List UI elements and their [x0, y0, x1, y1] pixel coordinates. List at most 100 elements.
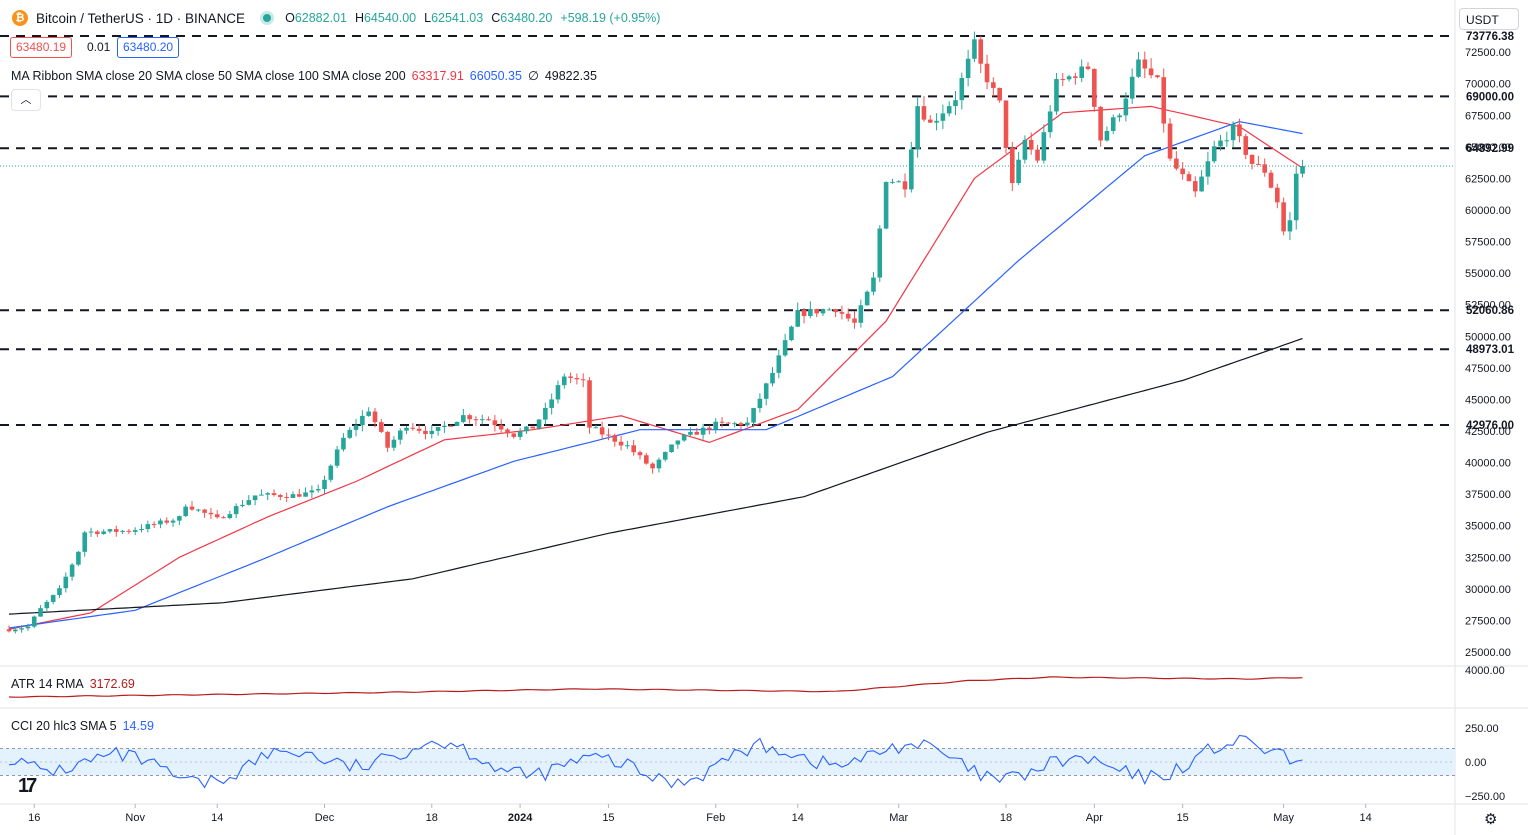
y-tick-label: 57500.00 — [1465, 237, 1511, 249]
candle-up — [946, 106, 952, 114]
candle-up — [656, 459, 662, 469]
candle-down — [467, 415, 472, 420]
candle-up — [940, 113, 946, 121]
y-tick-label: 67500.00 — [1465, 110, 1511, 122]
ohlc-open: O62882.01 — [285, 11, 347, 25]
candle-up — [555, 385, 561, 400]
candle-down — [284, 496, 289, 498]
candle-up — [1104, 130, 1110, 141]
buy-price-box[interactable]: 63480.20 — [117, 37, 180, 58]
symbol-title[interactable]: Bitcoin / TetherUS · 1D · BINANCE — [36, 10, 246, 26]
candle-up — [107, 529, 113, 532]
candle-up — [38, 608, 43, 617]
candle-down — [833, 309, 838, 313]
candle-down — [839, 312, 845, 314]
atr-value: 3172.69 — [89, 677, 135, 691]
x-tick-label: 2024 — [508, 812, 533, 824]
candle-down — [1142, 59, 1148, 69]
candle-up — [158, 520, 163, 525]
candle-up — [145, 524, 151, 530]
candle-up — [883, 181, 889, 229]
candle-up — [1211, 146, 1217, 162]
cci-legend[interactable]: CCI 20 hlc3 SMA 5 14.59 — [11, 719, 154, 733]
y-tick-label: 50000.00 — [1465, 331, 1511, 343]
candle-down — [694, 431, 700, 435]
candle-down — [568, 376, 573, 378]
candle-down — [984, 63, 990, 83]
candle-up — [265, 493, 271, 495]
candle-up — [934, 120, 939, 123]
candle-down — [719, 421, 725, 423]
candle-down — [845, 313, 851, 319]
x-tick-label: May — [1273, 812, 1294, 824]
candle-up — [1129, 76, 1135, 99]
level-label-bg — [1459, 341, 1519, 358]
candle-down — [1262, 164, 1267, 173]
candle-up — [315, 489, 321, 491]
candle-down — [997, 87, 1002, 101]
currency-selector[interactable]: USDT — [1459, 8, 1519, 30]
candle-up — [442, 425, 447, 428]
candle-up — [1287, 220, 1293, 232]
candle-up — [776, 355, 782, 373]
candle-down — [214, 514, 220, 518]
sell-price-box[interactable]: 63480.19 — [10, 37, 73, 58]
ma100-value: ∅ — [527, 69, 539, 83]
level-label: 64892.99 — [1466, 143, 1514, 155]
candle-up — [303, 492, 308, 497]
x-tick-label: 14 — [211, 812, 223, 824]
sma20-line — [8, 105, 1303, 630]
level-label-bg — [1459, 140, 1519, 157]
collapse-legend-button[interactable]: ︿ — [11, 89, 41, 111]
gear-icon[interactable]: ⚙ — [1484, 811, 1498, 828]
candle-up — [909, 149, 914, 190]
candle-down — [1009, 147, 1015, 184]
candle-up — [524, 426, 529, 432]
y-tick-label: 62500.00 — [1465, 173, 1511, 185]
axes: 25000.00 27500.00 30000.00 32500.00 35000.00… — [28, 16, 1511, 824]
candle-up — [593, 427, 599, 429]
ma-ribbon-legend[interactable]: MA Ribbon SMA close 20 SMA close 50 SMA … — [11, 68, 597, 84]
candle-up — [461, 415, 466, 422]
candle-up — [328, 465, 334, 480]
candle-up — [1199, 176, 1204, 192]
candle-down — [1237, 124, 1242, 137]
candles[interactable] — [6, 31, 1305, 634]
y-tick-label: 32500.00 — [1465, 552, 1511, 564]
atr-legend[interactable]: ATR 14 RMA 3172.69 — [11, 677, 135, 691]
candle-up — [19, 628, 24, 630]
candle-up — [858, 305, 864, 323]
candle-up — [549, 399, 554, 408]
tradingview-logo[interactable]: 17 — [18, 775, 37, 797]
candle-up — [366, 411, 371, 416]
candle-down — [587, 380, 592, 428]
candle-up — [757, 398, 763, 409]
candle-up — [517, 431, 523, 437]
level-label: 42976.00 — [1466, 420, 1514, 432]
candle-up — [429, 430, 435, 435]
candle-down — [511, 433, 517, 437]
candle-up — [953, 100, 958, 107]
candle-down — [151, 524, 157, 526]
candle-down — [6, 629, 12, 632]
candle-up — [561, 376, 567, 386]
cci-tick-label: 250.00 — [1465, 723, 1499, 735]
candle-down — [637, 452, 643, 456]
y-tick-label: 42500.00 — [1465, 426, 1511, 438]
cci-line — [8, 734, 1303, 789]
candle-up — [240, 504, 245, 507]
level-label: 48973.01 — [1466, 344, 1515, 356]
candle-down — [1161, 77, 1167, 124]
candle-up — [391, 439, 397, 448]
market-status-icon[interactable] — [263, 14, 272, 22]
candle-up — [1079, 66, 1084, 78]
candle-up — [290, 494, 296, 498]
candle-up — [1293, 173, 1299, 221]
candle-down — [1092, 68, 1097, 107]
candle-down — [574, 377, 580, 380]
candle-down — [448, 425, 453, 427]
candle-up — [744, 422, 750, 426]
candle-down — [423, 430, 428, 435]
